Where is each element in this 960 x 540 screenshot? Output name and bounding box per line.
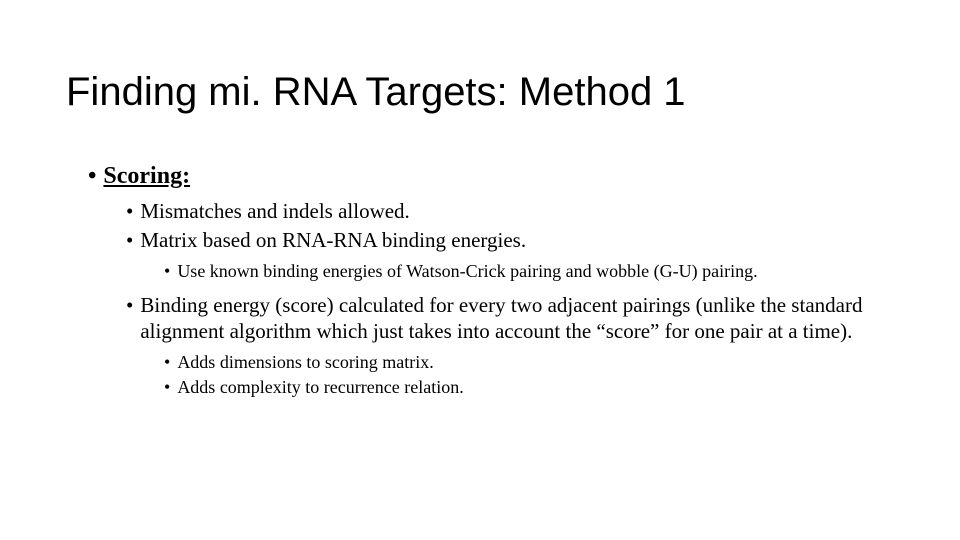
- bullet-text: Use known binding energies of Watson-Cri…: [177, 260, 900, 283]
- bullet-text: Adds complexity to recurrence relation.: [177, 376, 900, 399]
- bullet-dot: •: [164, 376, 170, 399]
- slide: Finding mi. RNA Targets: Method 1 • Scor…: [0, 0, 960, 540]
- bullet-useknown: • Use known binding energies of Watson-C…: [164, 260, 900, 283]
- scoring-label: Scoring:: [103, 163, 190, 189]
- bullet-text: Binding energy (score) calculated for ev…: [140, 292, 900, 345]
- slide-title: Finding mi. RNA Targets: Method 1: [66, 70, 900, 115]
- bullet-dot: •: [126, 198, 133, 224]
- bullet-text: Adds dimensions to scoring matrix.: [177, 351, 900, 374]
- bullet-text: Mismatches and indels allowed.: [140, 198, 900, 224]
- bullet-dot: •: [164, 260, 170, 283]
- bullet-dot: •: [126, 227, 133, 253]
- bullet-complexity: • Adds complexity to recurrence relation…: [164, 376, 900, 399]
- bullet-matrix: • Matrix based on RNA-RNA binding energi…: [126, 227, 900, 253]
- bullet-text: Matrix based on RNA-RNA binding energies…: [140, 227, 900, 253]
- bullet-scoring: • Scoring:: [88, 163, 900, 190]
- bullet-binding: • Binding energy (score) calculated for …: [126, 292, 900, 345]
- bullet-text: Scoring:: [103, 163, 900, 190]
- bullet-mismatches: • Mismatches and indels allowed.: [126, 198, 900, 224]
- bullet-dot: •: [126, 292, 133, 345]
- bullet-dot: •: [88, 163, 96, 190]
- bullet-dot: •: [164, 351, 170, 374]
- bullet-dimensions: • Adds dimensions to scoring matrix.: [164, 351, 900, 374]
